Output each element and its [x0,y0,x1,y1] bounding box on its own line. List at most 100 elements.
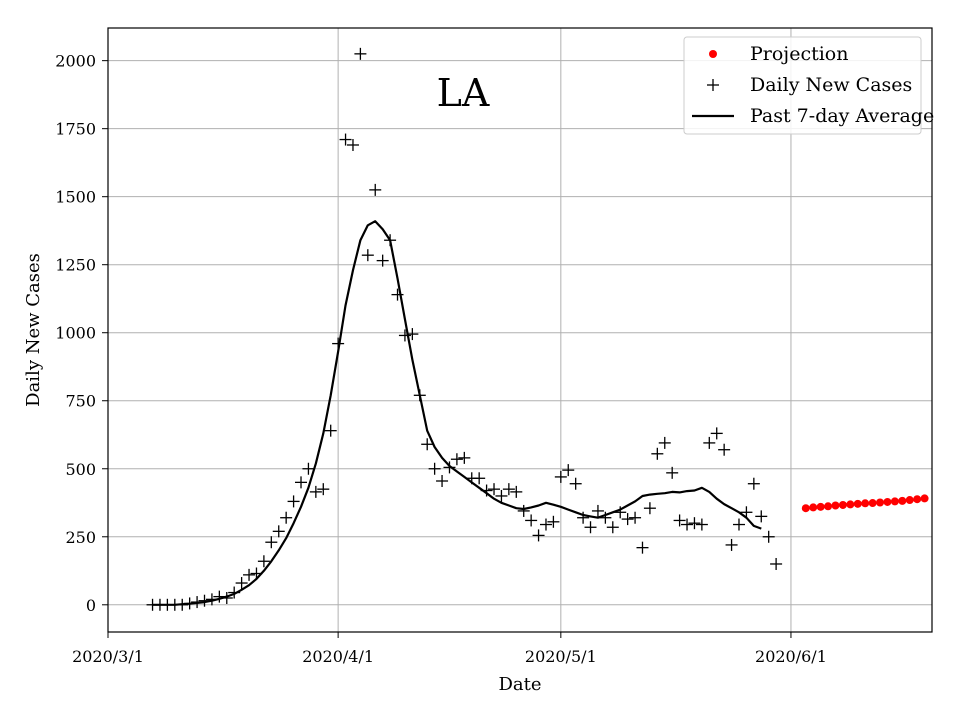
daily-case-point [681,518,694,531]
daily-case-point [302,462,315,475]
series-layer [146,47,929,611]
axes: 0 250 500 750 1000 1250 1500 1750 2000 2020/3/1 20… [55,52,827,666]
projection-point [838,500,847,509]
daily-case-point [450,453,463,466]
daily-case-point [295,476,308,489]
daily-case-point [287,495,300,508]
projection-point [913,495,922,504]
daily-case-point [718,443,731,456]
x-axis-label: Date [498,674,541,695]
projection-point [876,498,885,507]
legend-daily-cases-label: Daily New Cases [750,74,912,96]
projection-point [801,504,810,513]
projection-point [898,496,907,505]
daily-case-point [436,475,449,487]
y-tick-label: 500 [65,460,96,479]
y-tick-label: 1000 [55,324,96,343]
daily-case-point [488,483,501,496]
projection-point [816,502,825,511]
daily-case-point [539,518,552,531]
daily-case-point [651,447,664,460]
legend-projection-marker [709,50,717,58]
y-tick-label: 0 [86,596,96,615]
daily-case-point [695,518,708,531]
daily-case-point [629,511,642,524]
daily-case-point [636,541,649,554]
daily-case-point [554,470,567,483]
daily-case-point [324,424,337,437]
daily-case-point [614,506,627,519]
daily-case-point [265,536,278,549]
daily-case-point [584,521,597,534]
daily-case-point [317,483,330,496]
daily-case-point [666,466,679,479]
projection-point [853,499,862,508]
y-tick-label: 750 [65,392,96,411]
daily-case-point [517,504,530,517]
daily-case-point [346,138,359,151]
daily-case-point [502,483,515,496]
daily-case-point [703,436,716,449]
daily-case-point [458,451,471,464]
daily-case-point [272,525,285,538]
daily-case-point [361,249,374,262]
projection-point [883,497,892,506]
daily-case-point [755,510,768,523]
daily-case-point [606,521,619,534]
daily-case-point [309,485,322,498]
daily-case-point [643,502,656,515]
projection-point [920,494,929,503]
chart-title: LA [437,71,490,115]
projection-point [861,499,870,508]
y-tick-label: 1250 [55,256,96,275]
daily-case-point [354,47,367,60]
daily-case-point [673,514,686,527]
y-tick-label: 1500 [55,188,96,207]
daily-case-point [369,183,382,196]
legend-average-label: Past 7-day Average [750,105,934,127]
daily-case-point [740,506,753,519]
projection-point [809,503,818,512]
daily-case-point [547,515,560,528]
x-tick-label: 2020/3/1 [72,647,144,666]
daily-case-point [280,511,293,524]
daily-case-point [762,530,775,543]
y-tick-label: 2000 [55,52,96,71]
daily-case-point [591,504,604,517]
y-tick-label: 1750 [55,120,96,139]
legend-projection-label: Projection [750,43,848,65]
projection-point [846,500,855,509]
legend-box [683,36,922,135]
daily-case-point [770,557,783,570]
daily-case-point [710,427,723,440]
daily-case-point [599,511,612,524]
x-tick-label: 2020/4/1 [302,647,374,666]
average-line [152,220,762,606]
daily-case-point [562,464,575,477]
daily-case-point [339,133,352,146]
daily-case-point [532,529,545,542]
x-tick-label: 2020/5/1 [525,647,597,666]
daily-case-point [257,555,270,568]
daily-case-point [473,472,486,485]
daily-case-point [525,514,538,527]
daily-case-point [235,577,248,590]
daily-case-point [443,461,456,474]
daily-case-point [747,477,760,490]
daily-case-point [243,568,256,581]
daily-case-point [577,511,590,524]
daily-case-point [621,513,634,526]
projection-point [831,501,840,510]
legend-daily-cases-marker [707,79,719,91]
plot-frame [107,27,933,633]
daily-case-point [658,436,671,449]
legend: Projection Daily New Cases Past 7-day Av… [683,36,934,135]
daily-case-point [732,518,745,531]
y-tick-label: 250 [65,528,96,547]
daily-case-point [428,462,441,475]
projection-point [824,502,833,511]
projection-point [905,496,914,505]
daily-case-point [688,517,701,530]
daily-case-point [376,254,389,267]
